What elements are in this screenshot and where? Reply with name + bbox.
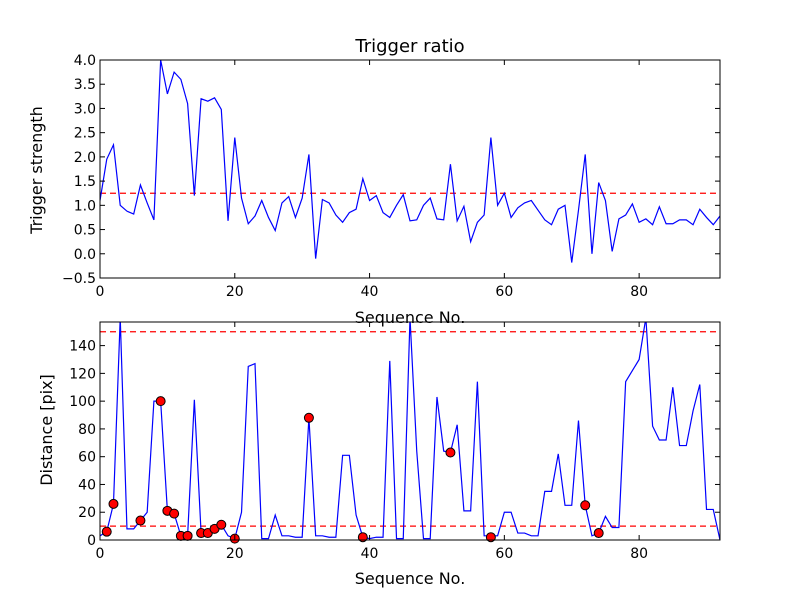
trigger-strength-series xyxy=(100,60,720,263)
trigger-y-tick-label: 0.5 xyxy=(74,223,96,239)
distance-y-tick-label: 120 xyxy=(69,366,96,382)
distance-marker-point xyxy=(485,532,496,543)
trigger-y-tick-label: 3.5 xyxy=(74,77,96,93)
distance-y-label: Distance [pix] xyxy=(37,374,56,486)
distance-y-tick-label: 140 xyxy=(69,339,96,355)
trigger-ratio-title: Trigger ratio xyxy=(354,36,464,57)
distance-marker-point xyxy=(445,447,456,458)
distance-marker-point xyxy=(101,526,112,537)
distance-marker-point xyxy=(155,396,166,407)
distance-y-tick-label: 60 xyxy=(78,450,96,466)
trigger-x-tick-label: 20 xyxy=(226,284,244,300)
distance-marker-point xyxy=(108,498,119,509)
trigger-strength-y-label: Trigger strength xyxy=(27,106,46,235)
distance-marker-point xyxy=(169,508,180,519)
trigger-x-tick-label: 80 xyxy=(630,284,648,300)
trigger-ratio-plot-frame xyxy=(99,59,721,279)
trigger-ratio-ticks: 0 20 40 60 80 −0.5 0.0 0.5 1.0 1.5 2.0 2.5 3.0 3.5 4.0 xyxy=(62,53,720,300)
trigger-y-tick-label: 2.0 xyxy=(74,150,96,166)
trigger-series-line-0 xyxy=(100,60,720,263)
distance-marker-point xyxy=(580,500,591,511)
trigger-x-tick-label: 60 xyxy=(495,284,513,300)
distance-x-tick-label: 80 xyxy=(630,546,648,562)
distance-y-tick-label: 100 xyxy=(69,394,96,410)
distance-x-tick-label: 0 xyxy=(96,546,105,562)
trigger-y-tick-label: 2.5 xyxy=(74,126,96,142)
trigger-x-tick-label: 40 xyxy=(361,284,379,300)
distance-plot-frame xyxy=(99,321,721,541)
distance-marker-point xyxy=(593,528,604,539)
trigger-x-tick-label: 0 xyxy=(96,284,105,300)
distance-panel: Distance [pix] Sequence No. 0 20 40 60 80 0 20… xyxy=(37,321,721,588)
distance-marker-point xyxy=(216,519,227,530)
distance-x-tick-label: 60 xyxy=(495,546,513,562)
distance-y-tick-label: 20 xyxy=(78,505,96,521)
distance-marker-point xyxy=(303,412,314,423)
distance-x-tick-label: 40 xyxy=(361,546,379,562)
distance-x-tick-label: 20 xyxy=(226,546,244,562)
distance-marker-point xyxy=(182,530,193,541)
distance-y-tick-label: 0 xyxy=(87,533,96,549)
trigger-y-tick-label: 3.0 xyxy=(74,101,96,117)
distance-ticks: 0 20 40 60 80 0 20 40 60 80 100 120 140 xyxy=(69,322,720,562)
distance-marker-point xyxy=(135,515,146,526)
trigger-y-tick-label: 1.5 xyxy=(74,174,96,190)
distance-x-label: Sequence No. xyxy=(355,569,466,588)
trigger-y-tick-label: −0.5 xyxy=(62,271,96,287)
trigger-y-tick-label: 1.0 xyxy=(74,198,96,214)
distance-marker-point xyxy=(357,532,368,543)
trigger-y-tick-label: 0.0 xyxy=(74,247,96,263)
trigger-y-tick-label: 4.0 xyxy=(74,53,96,69)
distance-y-tick-label: 40 xyxy=(78,477,96,493)
distance-y-tick-label: 80 xyxy=(78,422,96,438)
